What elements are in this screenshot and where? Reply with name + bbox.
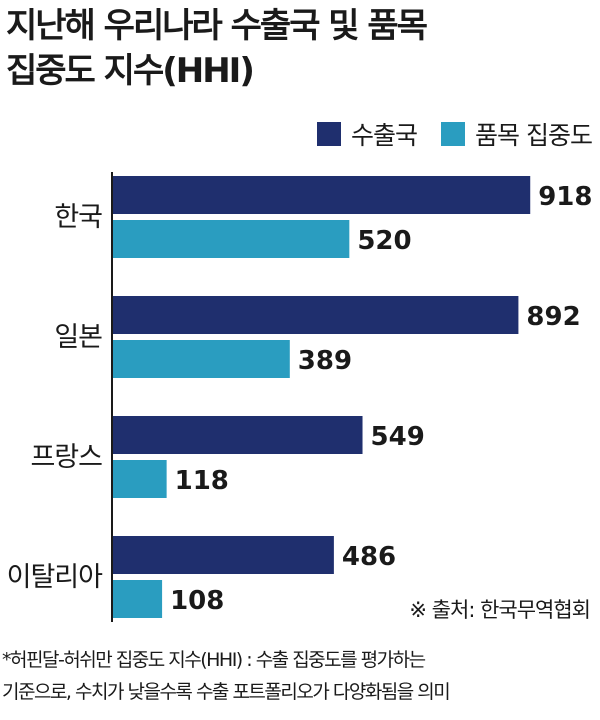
chart-title-line-2: 집중도 지수(HHI) — [6, 51, 255, 91]
legend-item-product: 품목 집중도 — [441, 116, 593, 152]
footnote-line-2: 기준으로, 수치가 낮을수록 수출 포트폴리오가 다양화됨을 의미 — [2, 681, 451, 703]
bar-product — [113, 580, 163, 618]
legend-label-product: 품목 집중도 — [475, 121, 593, 150]
data-label: 892 — [526, 302, 580, 332]
data-label: 549 — [371, 422, 425, 452]
data-label: 118 — [175, 466, 229, 496]
data-label: 520 — [357, 226, 411, 256]
data-label: 108 — [170, 586, 224, 616]
bar-product — [113, 340, 290, 378]
legend-swatch-export-country — [317, 122, 342, 146]
chart-legend: 수출국 품목 집중도 — [293, 116, 593, 152]
data-label: 486 — [342, 542, 396, 572]
source-note: ※ 출처: 한국무역협회 — [409, 598, 591, 622]
chart-title: 지난해 우리나라 수출국 및 품목 집중도 지수(HHI) — [6, 4, 596, 94]
bar-export-country — [113, 176, 531, 214]
data-label: 389 — [298, 346, 352, 376]
category-label: 일본 — [54, 322, 102, 353]
bar-export-country — [113, 296, 519, 334]
category-label: 프랑스 — [30, 442, 102, 473]
category-label: 이탈리아 — [7, 562, 104, 593]
bar-export-country — [113, 416, 363, 454]
bar-product — [113, 220, 350, 258]
category-label: 한국 — [54, 202, 102, 233]
data-label: 918 — [538, 182, 592, 212]
legend-item-export-country: 수출국 — [317, 116, 418, 152]
legend-swatch-product — [441, 122, 466, 146]
footnote: *허핀달-허쉬만 집중도 지수(HHI) : 수출 집중도를 평가하는 기준으로… — [2, 644, 598, 708]
legend-label-export-country: 수출국 — [351, 121, 418, 150]
chart-title-line-1: 지난해 우리나라 수출국 및 품목 — [6, 6, 428, 46]
bar-product — [113, 460, 167, 498]
bar-export-country — [113, 536, 334, 574]
footnote-line-1: *허핀달-허쉬만 집중도 지수(HHI) : 수출 집중도를 평가하는 — [2, 649, 426, 671]
